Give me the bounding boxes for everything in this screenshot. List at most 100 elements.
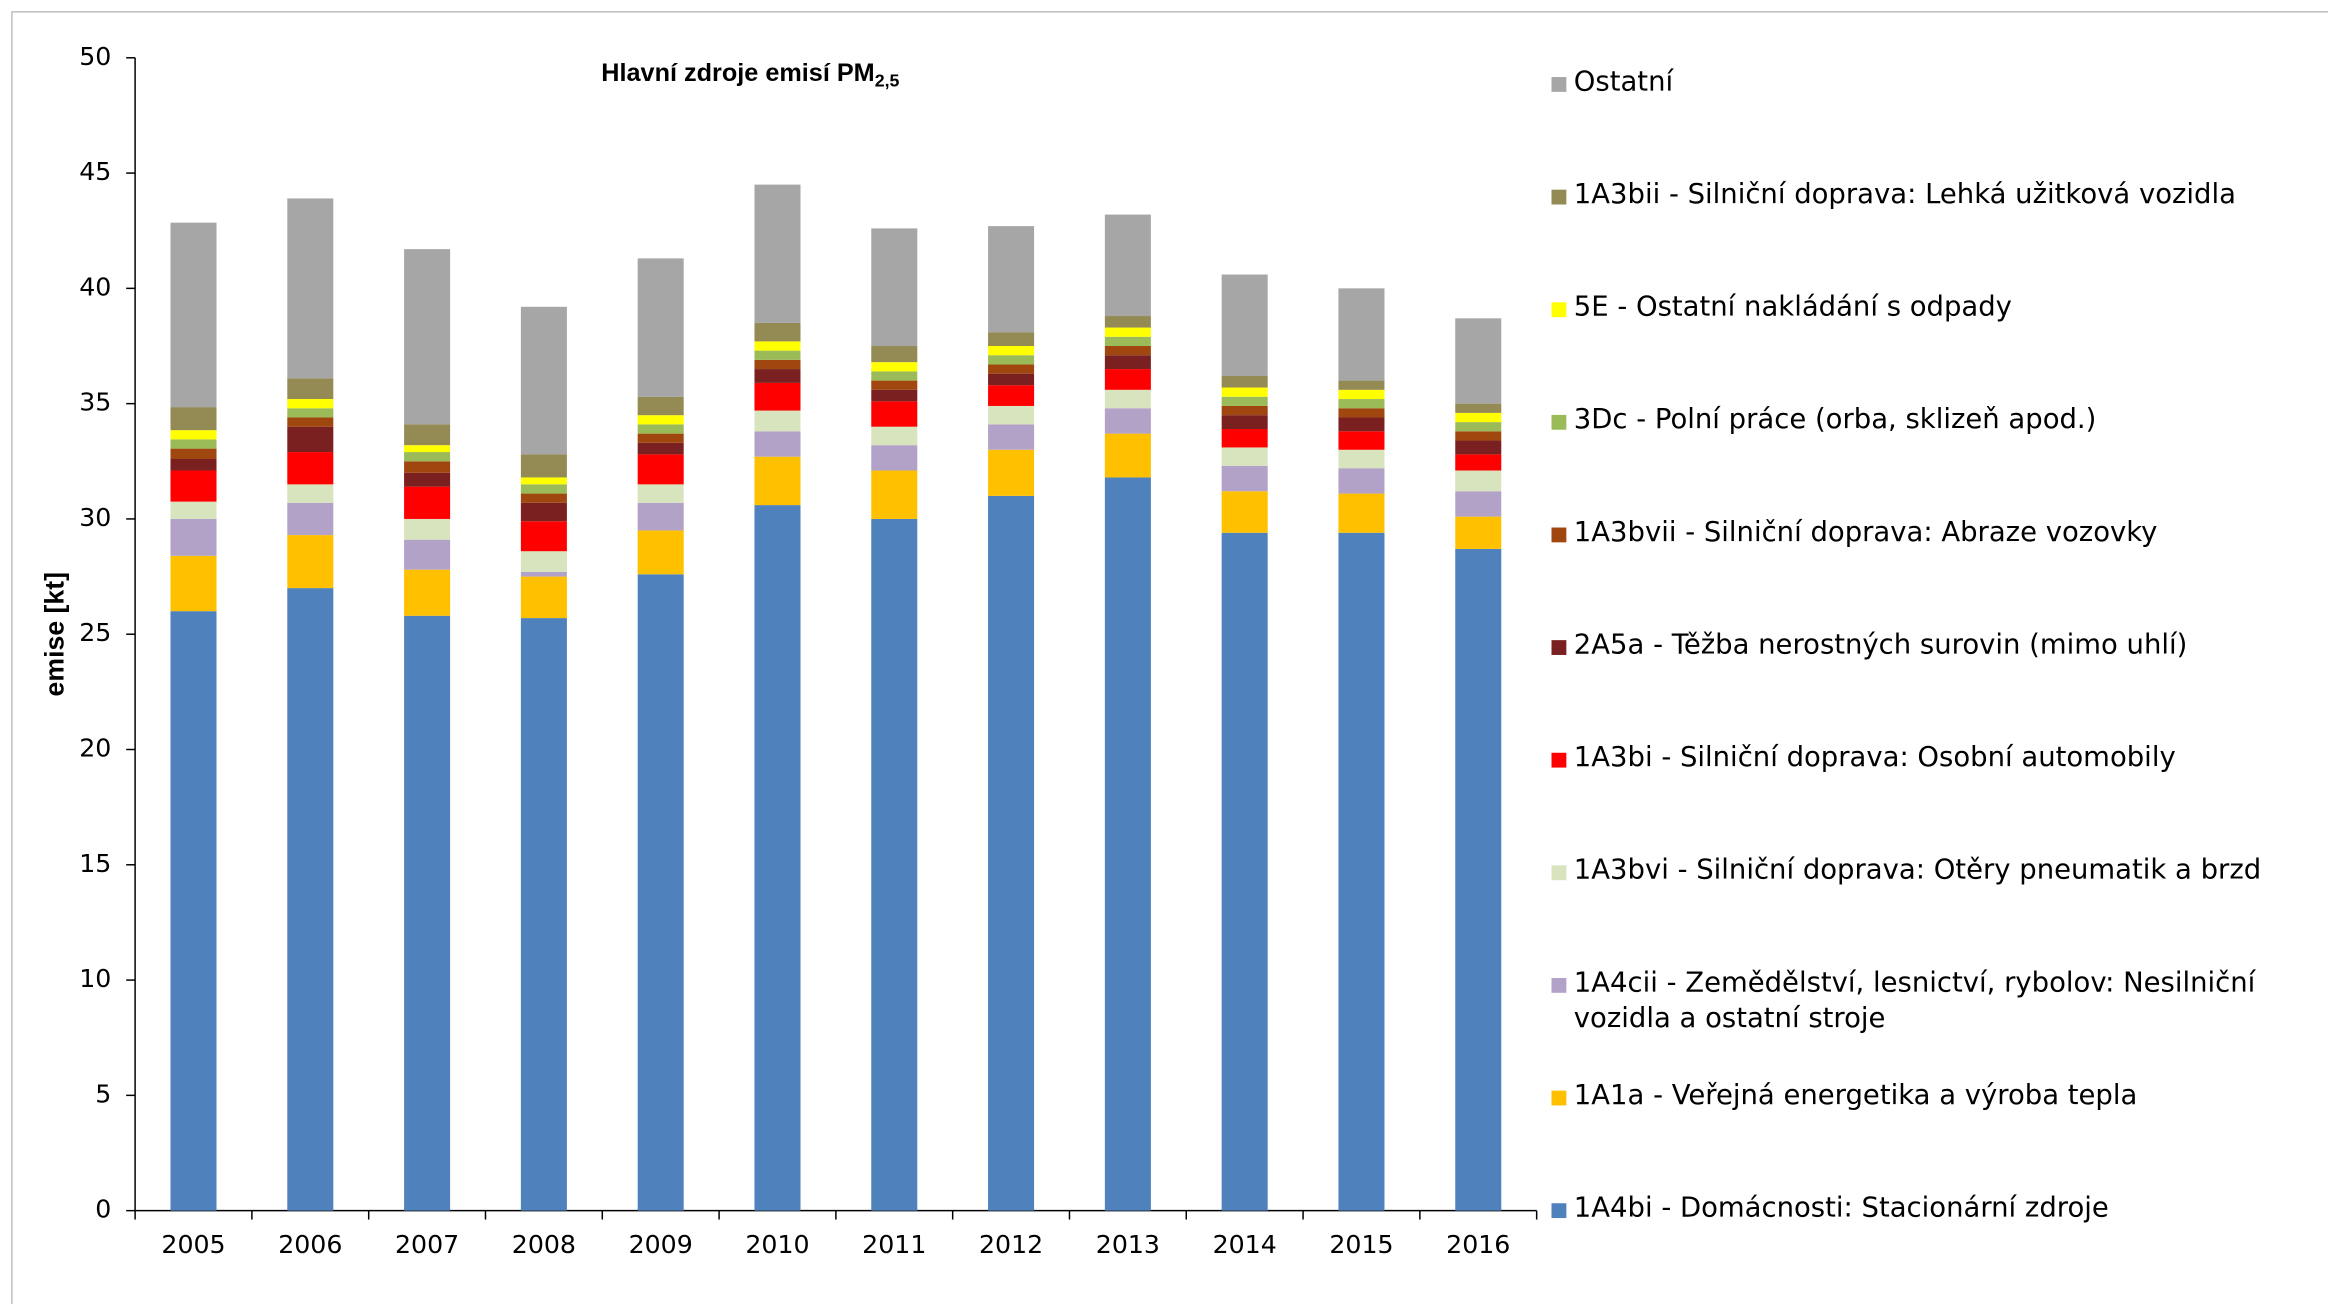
bar-segment <box>754 184 801 323</box>
legend-label: 2A5a - Těžba nerostných surovin (mimo uh… <box>1573 629 2188 661</box>
bar-segment <box>988 424 1035 450</box>
legend-entry: 1A3bi - Silniční doprava: Osobní automob… <box>1574 742 2176 773</box>
bar-segment <box>404 518 451 540</box>
bar-segment <box>1338 288 1385 381</box>
x-tick-label: 2006 <box>278 1230 342 1259</box>
legend-swatch <box>1551 414 1567 430</box>
legend-label: 3Dc - Polní práce (orba, sklizeň apod.) <box>1573 404 2097 436</box>
title-subscript: 2,5 <box>875 70 900 90</box>
bar-segment <box>520 493 567 503</box>
bar-segment <box>1455 440 1502 455</box>
bar-segment <box>988 373 1035 386</box>
y-tick-label: 45 <box>79 157 111 186</box>
legend-label: 1A4cii - Zemědělství, lesnictví, rybolov… <box>1573 967 2256 1035</box>
bar-segment <box>170 430 217 440</box>
bar-segment <box>404 486 451 519</box>
bar-segment <box>404 539 451 570</box>
bar-segment <box>637 574 684 1211</box>
bar-segment <box>871 518 918 1211</box>
x-tick-label: 2007 <box>395 1230 459 1259</box>
bar-segment <box>170 458 217 471</box>
bar-segment <box>988 332 1035 347</box>
bar-segment <box>637 258 684 397</box>
legend-swatch <box>1551 640 1567 655</box>
bar-segment <box>988 495 1035 1211</box>
legend-swatch <box>1551 1203 1567 1219</box>
bar-segment <box>287 198 334 379</box>
legend-entry: 3Dc - Polní práce (orba, sklizeň apod.) <box>1573 404 2097 436</box>
bar-segment <box>170 518 217 556</box>
bar-segment <box>1338 389 1385 400</box>
bar-segment <box>1338 493 1385 533</box>
bar-segment <box>1104 316 1151 328</box>
bar-segment <box>520 521 567 552</box>
bar-segment <box>754 456 801 506</box>
legend-label: Ostatní <box>1573 66 1674 98</box>
bar-segment <box>1221 447 1268 466</box>
legend-label: 1A3bvi - Silniční doprava: Otěry pneumat… <box>1573 855 2262 887</box>
bar-segment <box>170 611 217 1211</box>
chart-frame <box>11 11 2328 1304</box>
y-tick-label: 35 <box>79 388 111 417</box>
bar-segment <box>287 535 334 589</box>
bar-segment <box>871 445 918 471</box>
bar-segment <box>871 362 918 372</box>
bar-segment <box>988 226 1035 333</box>
bar-segment <box>637 433 684 443</box>
legend-label: 1A4bi - Domácnosti: Stacionární zdroje <box>1573 1192 2109 1224</box>
bar-segment <box>637 415 684 425</box>
bar-segment <box>520 576 567 619</box>
bar-segment <box>988 355 1035 365</box>
bar-segment <box>754 369 801 383</box>
bar-segment <box>287 378 334 400</box>
bar-segment <box>287 399 334 409</box>
bar-segment <box>1104 433 1151 478</box>
bar-segment <box>988 405 1035 425</box>
bar-segment <box>1104 369 1151 390</box>
bar-segment <box>1221 532 1268 1211</box>
legend-entry: 2A5a - Těžba nerostných surovin (mimo uh… <box>1573 629 2188 661</box>
bar-segment <box>1221 465 1268 492</box>
y-tick-label: 5 <box>95 1079 111 1108</box>
bar-segment <box>404 424 451 446</box>
bar-segment <box>1455 491 1502 517</box>
x-tick-label: 2012 <box>979 1230 1043 1259</box>
bar-segment <box>1338 399 1385 409</box>
legend-swatch <box>1551 978 1567 993</box>
bar-segment <box>637 424 684 434</box>
bar-segment <box>1221 274 1268 376</box>
bar-segment <box>520 551 567 572</box>
bar-segment <box>988 346 1035 356</box>
bar-segment <box>871 389 918 402</box>
legend-entry: 5E - Ostatní nakládání s odpady <box>1574 292 2012 323</box>
legend-label: 1A1a - Veřejná energetika a výroba tepla <box>1573 1080 2138 1112</box>
bar-segment <box>1104 336 1151 347</box>
bar-segment <box>1221 415 1268 430</box>
bar-segment <box>287 452 334 485</box>
bar-segment <box>1455 548 1502 1211</box>
bar-segment <box>1455 422 1502 432</box>
x-tick-label: 2014 <box>1213 1230 1277 1259</box>
bar-segment <box>520 618 567 1211</box>
bar-segment <box>1455 318 1502 404</box>
bar-segment <box>871 346 918 363</box>
title-main: Hlavní zdroje emisí PM <box>601 59 874 87</box>
bar-segment <box>1455 412 1502 423</box>
bar-segment <box>1338 380 1385 390</box>
bar-segment <box>170 439 217 449</box>
x-tick-label: 2015 <box>1329 1230 1393 1259</box>
legend-entry: 1A1a - Veřejná energetika a výroba tepla <box>1573 1080 2138 1112</box>
y-tick-label: 40 <box>79 272 111 301</box>
legend-swatch <box>1551 865 1567 881</box>
bar-segment <box>1338 408 1385 418</box>
bar-segment <box>520 306 567 455</box>
bar-segment <box>170 501 217 519</box>
legend-entry: 1A4cii - Zemědělství, lesnictví, rybolov… <box>1573 967 2256 1035</box>
bar-segment <box>754 410 801 432</box>
bar-segment <box>754 431 801 457</box>
bar-segment <box>637 442 684 455</box>
bar-segment <box>754 341 801 351</box>
legend-label: 1A3bii - Silniční doprava: Lehká užitkov… <box>1573 179 2236 211</box>
x-tick-label: 2009 <box>629 1230 693 1259</box>
